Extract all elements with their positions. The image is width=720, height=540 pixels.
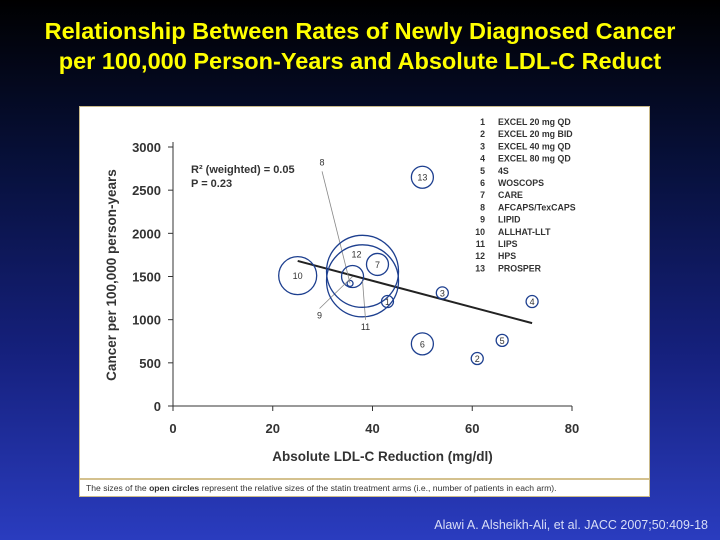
legend-number: 1 [480, 117, 485, 127]
x-axis-label: Absolute LDL-C Reduction (mg/dl) [272, 449, 492, 464]
y-tick-label: 2500 [132, 183, 161, 198]
legend-number: 3 [480, 141, 485, 151]
trial-circle-4 [525, 294, 539, 309]
trial-label-6: 6 [420, 339, 425, 349]
legend: 1 EXCEL 20 mg QD 2 EXCEL 20 mg BID 3 EXCEL 40… [475, 117, 575, 273]
legend-number: 12 [475, 251, 485, 261]
trial-label-5: 5 [500, 336, 505, 346]
slide-title: Relationship Between Rates of Newly Diag… [0, 16, 720, 76]
legend-number: 9 [480, 215, 485, 225]
caption-bold: open circles [149, 483, 200, 493]
regression-line [297, 259, 533, 325]
x-tick-label: 0 [169, 421, 176, 436]
trial-label-4: 4 [530, 297, 535, 307]
chart-panel: 0 500 1000 1500 2000 2500 3000 0 20 40 60 80 Absolut… [79, 106, 650, 497]
y-tick-label: 1500 [132, 270, 161, 285]
trial-circle-13 [410, 165, 435, 189]
callout-line-9 [319, 276, 353, 309]
y-tick-label: 0 [154, 399, 161, 414]
legend-number: 2 [480, 129, 485, 139]
callout-label-11: 11 [361, 322, 370, 332]
legend-label: WOSCOPS [498, 178, 544, 188]
callout-label-9: 9 [317, 311, 322, 321]
chart-caption: The sizes of the open circles represent … [80, 478, 649, 496]
legend-number: 13 [475, 263, 485, 273]
legend-number: 7 [480, 190, 485, 200]
trial-circle-7 [365, 252, 390, 277]
y-tick-label: 3000 [132, 140, 161, 155]
axes: 0 500 1000 1500 2000 2500 3000 0 20 40 60 80 Absolut… [104, 140, 579, 464]
trial-circle-11 [325, 244, 400, 318]
callout-line-8 [321, 171, 351, 284]
trial-circle-8 [346, 279, 354, 288]
trial-circle-6 [410, 332, 435, 356]
legend-number: 8 [480, 202, 485, 212]
x-tick-label: 80 [565, 421, 579, 436]
legend-label: LIPID [498, 215, 520, 225]
legend-label: CARE [498, 190, 523, 200]
caption-pre: The sizes of the [86, 483, 147, 493]
y-axis-label: Cancer per 100,000 person-years [104, 169, 119, 381]
trial-label-10: 10 [293, 271, 303, 281]
legend-label: EXCEL 20 mg QD [498, 117, 571, 127]
trial-label-2: 2 [475, 354, 480, 364]
x-tick-label: 60 [465, 421, 479, 436]
callout-line-11 [362, 280, 366, 320]
trial-label-1: 1 [385, 297, 390, 307]
trial-circle-3 [435, 286, 449, 300]
legend-label: EXCEL 40 mg QD [498, 141, 571, 151]
x-tick-label: 40 [365, 421, 379, 436]
caption-post: represent the relative sizes of the stat… [201, 483, 557, 493]
stats-p-value: P = 0.23 [191, 178, 232, 190]
legend-number: 11 [476, 239, 485, 249]
trial-circle-9 [340, 264, 365, 289]
callout-label-8: 8 [320, 157, 325, 167]
citation: Alawi A. Alsheikh-Ali, et al. JACC 2007;… [434, 518, 708, 532]
trial-circle-10 [278, 255, 318, 296]
y-tick-label: 500 [139, 356, 161, 371]
legend-label: PROSPER [498, 263, 542, 273]
trial-label-12: 12 [352, 249, 362, 259]
legend-number: 5 [480, 166, 485, 176]
trial-label-3: 3 [440, 288, 445, 298]
trial-circle-5 [495, 333, 509, 348]
slide-title-line1: Relationship Between Rates of Newly Diag… [44, 18, 676, 44]
trial-circle-12 [325, 234, 400, 308]
legend-label: LIPS [498, 239, 518, 249]
trial-label-7: 7 [375, 260, 380, 270]
y-tick-label: 2000 [132, 226, 161, 241]
legend-label: HPS [498, 251, 516, 261]
legend-label: 4S [498, 166, 509, 176]
slide-title-line2: per 100,000 Person-Years and Absolute LD… [58, 48, 662, 74]
y-tick-label: 1000 [132, 313, 161, 328]
legend-number: 6 [480, 178, 485, 188]
trial-label-13: 13 [417, 173, 427, 183]
legend-label: AFCAPS/TexCAPS [498, 202, 576, 212]
legend-label: EXCEL 20 mg BID [498, 129, 573, 139]
trial-circle-2 [470, 351, 484, 366]
legend-number: 10 [475, 227, 485, 237]
legend-label: EXCEL 80 mg QD [498, 154, 571, 164]
stats-r-squared: R² (weighted) = 0.05 [191, 164, 295, 176]
x-tick-label: 20 [266, 421, 280, 436]
scatter-chart: 0 500 1000 1500 2000 2500 3000 0 20 40 60 80 Absolut… [104, 117, 579, 464]
legend-number: 4 [480, 154, 485, 164]
legend-label: ALLHAT-LLT [498, 227, 551, 237]
